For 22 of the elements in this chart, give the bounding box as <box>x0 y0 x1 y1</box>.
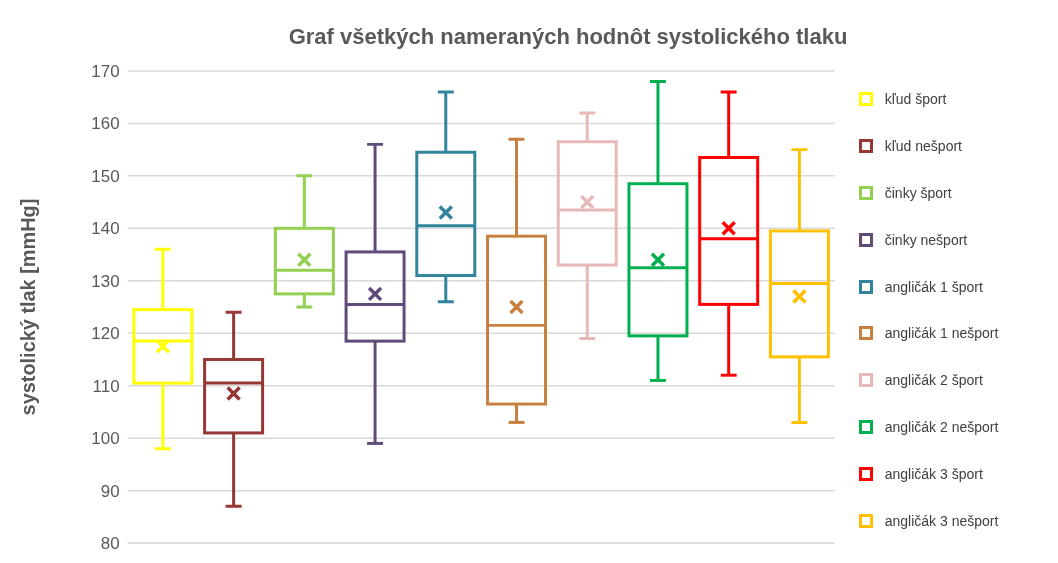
legend-label: angličák 3 nešport <box>884 512 999 529</box>
legend-label: angličák 1 šport <box>884 278 983 295</box>
y-tick-label: 140 <box>91 219 120 239</box>
legend-label: angličák 3 šport <box>884 465 983 482</box>
y-tick-label: 150 <box>91 166 120 186</box>
y-tick-label: 110 <box>92 376 120 396</box>
legend-label: kľud šport <box>884 91 947 108</box>
y-tick-label: 130 <box>91 271 120 291</box>
chart-title: Graf všetkých nameraných hodnôt systolického tlaku <box>287 23 849 51</box>
y-tick-label: 80 <box>100 534 120 554</box>
y-axis-title: systolický tlak [mmHg] <box>16 198 39 416</box>
legend-label: činky nešport <box>884 231 968 248</box>
y-tick-label: 100 <box>91 429 120 449</box>
legend-label: angličák 2 šport <box>884 372 983 389</box>
y-tick-label: 170 <box>91 61 120 81</box>
y-tick-label: 90 <box>100 481 120 501</box>
legend-label: angličák 1 nešport <box>884 325 999 342</box>
legend-label: činky šport <box>884 184 952 201</box>
legend-label: kľud nešport <box>884 138 962 155</box>
legend-label: angličák 2 nešport <box>884 418 999 435</box>
y-tick-label: 160 <box>91 114 120 134</box>
y-tick-label: 120 <box>91 324 120 344</box>
